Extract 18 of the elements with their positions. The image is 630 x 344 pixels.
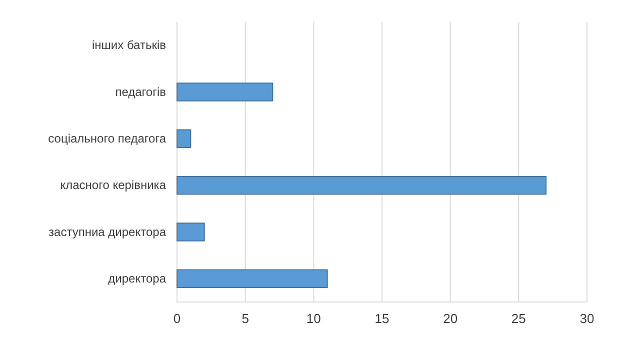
bar bbox=[176, 129, 192, 148]
y-tick-label: заступниа директора bbox=[48, 224, 166, 239]
x-tick-label: 0 bbox=[173, 311, 181, 326]
x-tick-label: 5 bbox=[242, 311, 249, 326]
bar bbox=[176, 222, 205, 242]
x-tick-label: 20 bbox=[443, 311, 458, 326]
bar bbox=[176, 82, 274, 102]
y-tick-label: інших батьків bbox=[92, 38, 166, 52]
y-tick-label: педагогів bbox=[115, 84, 166, 99]
y-tick-label: класного керівника bbox=[60, 178, 166, 192]
y-tick-label: директора bbox=[108, 272, 166, 286]
x-tick-label: 25 bbox=[511, 311, 526, 326]
bar bbox=[176, 176, 546, 195]
x-tick-label: 30 bbox=[580, 311, 594, 326]
bar bbox=[176, 269, 328, 288]
x-tick-label: 10 bbox=[306, 311, 321, 326]
y-tick-label: соціального педагога bbox=[48, 132, 166, 146]
x-tick-label: 15 bbox=[374, 311, 390, 326]
